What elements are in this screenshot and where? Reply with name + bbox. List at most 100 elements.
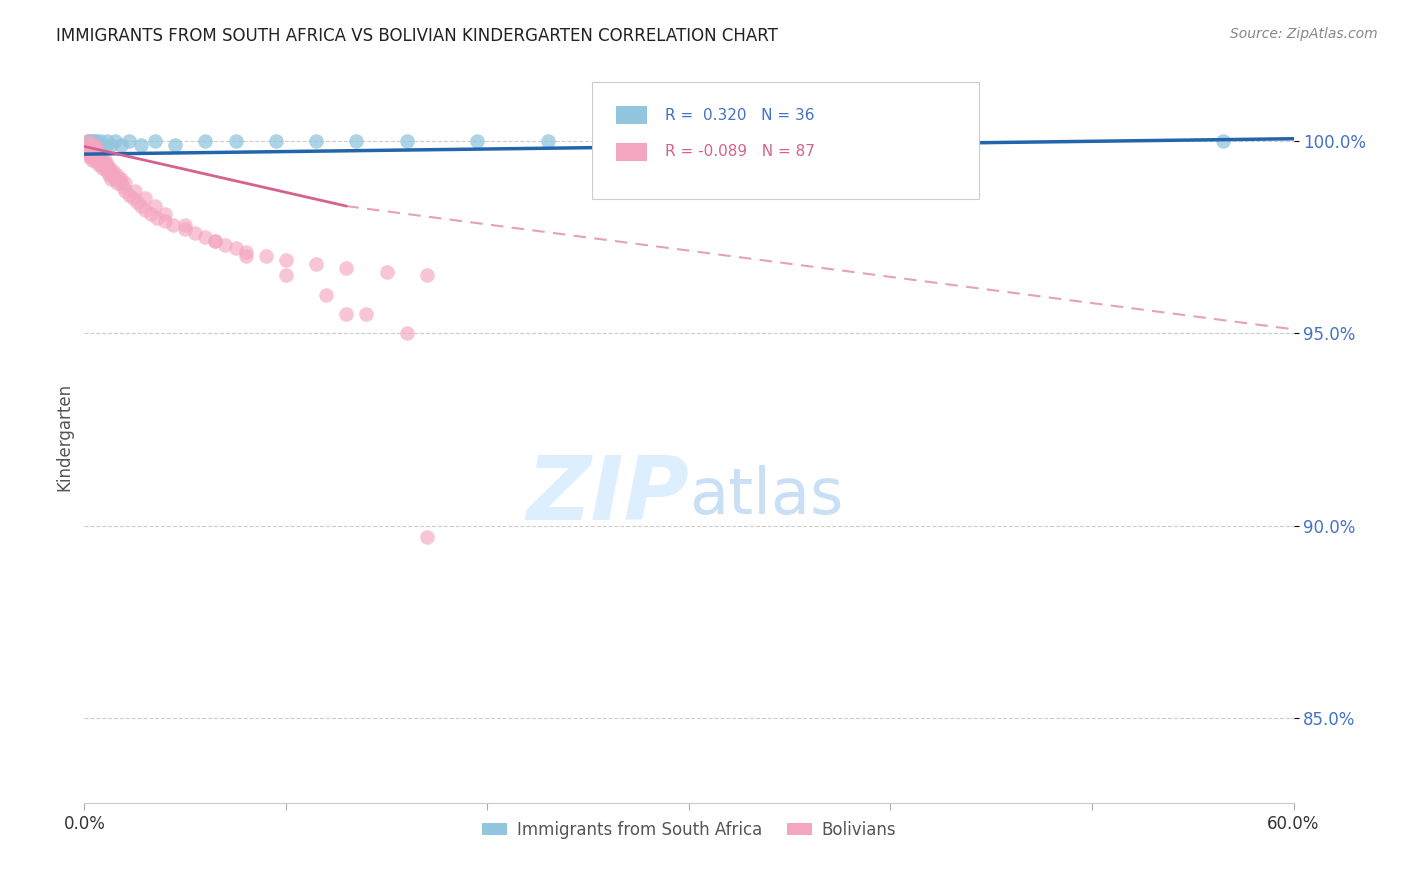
- Point: [105, 169, 128, 183]
- Point: [274, 268, 297, 283]
- Point: [134, 191, 156, 205]
- Point: [86, 145, 108, 160]
- Point: [87, 157, 110, 171]
- Point: [82, 153, 104, 167]
- Point: [194, 230, 217, 244]
- Point: [86, 137, 108, 152]
- Point: [91, 161, 114, 175]
- Point: [104, 134, 127, 148]
- Point: [86, 141, 108, 155]
- Point: [82, 145, 104, 160]
- Point: [617, 134, 640, 148]
- Point: [467, 134, 489, 148]
- Point: [86, 153, 108, 167]
- Point: [100, 137, 122, 152]
- Point: [174, 222, 197, 236]
- Point: [87, 153, 110, 167]
- Point: [305, 134, 328, 148]
- Point: [79, 137, 101, 152]
- Point: [96, 157, 118, 171]
- Point: [82, 141, 104, 155]
- Point: [93, 153, 115, 167]
- Point: [697, 134, 720, 148]
- Point: [111, 179, 134, 194]
- Point: [129, 137, 152, 152]
- Point: [114, 176, 136, 190]
- Point: [91, 153, 114, 167]
- Point: [86, 134, 108, 148]
- Point: [204, 234, 226, 248]
- Point: [114, 184, 136, 198]
- Point: [101, 164, 124, 178]
- Point: [79, 149, 101, 163]
- Point: [153, 207, 176, 221]
- Point: [89, 157, 111, 171]
- Point: [356, 307, 378, 321]
- Point: [139, 207, 162, 221]
- Point: [89, 149, 111, 163]
- Point: [83, 137, 105, 152]
- Point: [134, 202, 156, 217]
- Point: [75, 137, 97, 152]
- Point: [416, 530, 439, 544]
- Point: [93, 161, 115, 175]
- Point: [235, 249, 257, 263]
- Point: [91, 137, 114, 152]
- Point: [83, 145, 105, 160]
- Point: [79, 145, 101, 160]
- Point: [165, 137, 187, 152]
- Point: [96, 164, 118, 178]
- Point: [77, 134, 100, 148]
- Point: [97, 161, 120, 175]
- Point: [86, 149, 108, 163]
- Point: [416, 268, 439, 283]
- Text: Source: ZipAtlas.com: Source: ZipAtlas.com: [1230, 27, 1378, 41]
- Text: atlas: atlas: [689, 465, 844, 526]
- Point: [146, 211, 169, 225]
- Point: [75, 137, 97, 152]
- Point: [101, 169, 124, 183]
- Point: [395, 326, 418, 340]
- Point: [184, 226, 207, 240]
- Point: [97, 161, 120, 175]
- Point: [214, 237, 236, 252]
- Point: [83, 134, 105, 148]
- FancyBboxPatch shape: [616, 106, 647, 124]
- Point: [89, 149, 111, 163]
- FancyBboxPatch shape: [592, 82, 979, 200]
- Point: [83, 153, 105, 167]
- Point: [79, 141, 101, 155]
- Text: R =  0.320   N = 36: R = 0.320 N = 36: [665, 108, 814, 123]
- Point: [110, 172, 132, 186]
- Point: [346, 134, 368, 148]
- Point: [225, 242, 247, 256]
- Point: [77, 134, 100, 148]
- Point: [194, 134, 217, 148]
- Point: [118, 187, 141, 202]
- Point: [859, 134, 882, 148]
- Point: [91, 153, 114, 167]
- Point: [204, 234, 226, 248]
- Point: [82, 149, 104, 163]
- Point: [153, 214, 176, 228]
- Point: [124, 184, 146, 198]
- Point: [1212, 134, 1234, 148]
- Point: [143, 199, 166, 213]
- Point: [93, 141, 115, 155]
- Point: [125, 195, 148, 210]
- Point: [225, 134, 247, 148]
- Point: [104, 172, 127, 186]
- Y-axis label: Kindergarten: Kindergarten: [55, 383, 73, 491]
- FancyBboxPatch shape: [616, 143, 647, 161]
- Point: [77, 141, 100, 155]
- Point: [174, 219, 197, 233]
- Point: [89, 134, 111, 148]
- Point: [93, 157, 115, 171]
- Point: [537, 134, 560, 148]
- Point: [96, 134, 118, 148]
- Point: [100, 172, 122, 186]
- Point: [87, 145, 110, 160]
- Point: [335, 307, 357, 321]
- Point: [82, 134, 104, 148]
- Point: [77, 141, 100, 155]
